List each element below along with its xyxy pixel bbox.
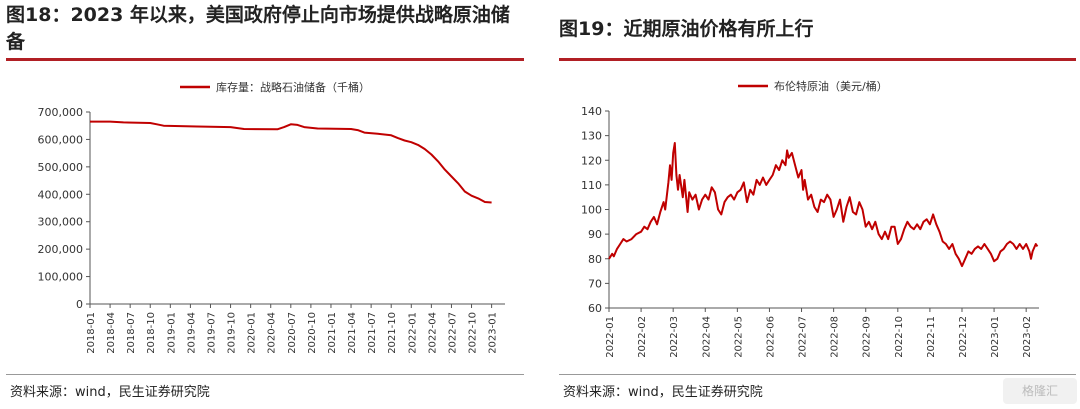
y-tick-label: 200,000: [38, 243, 84, 256]
x-tick-label: 2022-08: [830, 316, 841, 358]
x-tick-label: 2019-01: [166, 312, 177, 354]
source-divider: [559, 374, 1076, 375]
x-tick-label: 2021-01: [327, 312, 338, 354]
x-tick-label: 2023-01: [488, 312, 499, 354]
y-tick-label: 120: [581, 154, 602, 167]
y-tick-label: 90: [588, 228, 602, 241]
y-tick-label: 110: [581, 179, 602, 192]
watermark-logo: 格隆汇: [1003, 378, 1077, 404]
x-tick-label: 2022-05: [733, 316, 744, 358]
x-tick-label: 2020-10: [307, 312, 318, 354]
y-tick-label: 140: [581, 105, 602, 118]
x-tick-label: 2021-07: [367, 312, 378, 354]
x-tick-label: 2018-04: [106, 312, 117, 354]
source-note: 资料来源：wind，民生证券研究院: [10, 385, 210, 400]
x-tick-label: 2022-07: [798, 316, 809, 358]
x-tick-label: 2022-04: [427, 312, 438, 354]
x-tick-label: 2018-01: [86, 312, 97, 354]
y-tick-label: 70: [588, 277, 602, 290]
x-tick-label: 2022-10: [894, 316, 905, 358]
x-tick-label: 2022-02: [637, 316, 648, 358]
x-tick-label: 2023-01: [990, 316, 1001, 358]
x-tick-label: 2018-07: [126, 312, 137, 354]
x-tick-label: 2022-11: [926, 316, 937, 358]
series-line: [608, 142, 1039, 268]
x-tick-label: 2019-04: [186, 312, 197, 354]
y-tick-label: 60: [588, 302, 602, 315]
title-divider: [6, 58, 524, 61]
x-tick-label: 2023-02: [1022, 316, 1033, 358]
y-tick-label: 0: [76, 298, 83, 311]
legend-label: 布伦特原油（美元/桶）: [774, 79, 888, 93]
x-tick-label: 2022-09: [862, 316, 873, 358]
x-tick-label: 2020-04: [267, 312, 278, 354]
x-tick-label: 2020-07: [287, 312, 298, 354]
x-tick-label: 2022-07: [447, 312, 458, 354]
x-tick-label: 2020-01: [247, 312, 258, 354]
line-chart-brent-oil: 布伦特原油（美元/桶） 60 70 80 90 100 110 120 130 140 2022-0…: [581, 79, 1039, 358]
x-tick-label: 2019-07: [206, 312, 217, 354]
chart-panel-brent-oil: 图19：近期原油价格有所上行 布伦特原油（美元/桶） 60 70 80 90 100 110…: [553, 0, 1080, 409]
x-tick-label: 2021-04: [347, 312, 358, 354]
line-chart-strategic-reserve: 库存量：战略石油储备（千桶） 0 100,000 200,000 300,000 400,…: [38, 80, 505, 354]
y-tick-label: 300,000: [38, 216, 84, 229]
y-tick-label: 100,000: [38, 271, 84, 284]
y-tick-label: 100: [581, 204, 602, 217]
source-note: 资料来源：wind，民生证券研究院: [563, 385, 763, 400]
x-tick-label: 2022-01: [605, 316, 616, 358]
y-tick-label: 80: [588, 253, 602, 266]
x-tick-label: 2022-01: [407, 312, 418, 354]
source-divider: [6, 374, 524, 375]
legend-label: 库存量：战略石油储备（千桶）: [216, 80, 370, 94]
y-tick-label: 600,000: [38, 133, 84, 146]
chart-title: 图18：2023 年以来，美国政府停止向市场提供战略原油储备: [6, 4, 510, 53]
series-line: [90, 120, 492, 204]
y-tick-label: 400,000: [38, 188, 84, 201]
x-tick-label: 2022-12: [958, 316, 969, 358]
x-tick-label: 2022-03: [669, 316, 680, 358]
chart-title: 图19：近期原油价格有所上行: [559, 18, 814, 40]
y-tick-label: 130: [581, 130, 602, 143]
x-tick-label: 2019-10: [227, 312, 238, 354]
x-tick-label: 2022-06: [765, 316, 776, 358]
title-divider: [559, 58, 1076, 61]
x-tick-label: 2021-10: [387, 312, 398, 354]
y-tick-label: 500,000: [38, 161, 84, 174]
y-tick-label: 700,000: [38, 106, 84, 119]
chart-panel-strategic-reserve: 图18：2023 年以来，美国政府停止向市场提供战略原油储备 库存量：战略石油储…: [0, 0, 528, 409]
x-tick-label: 2022-10: [468, 312, 479, 354]
x-tick-label: 2022-04: [701, 316, 712, 358]
x-tick-label: 2018-10: [146, 312, 157, 354]
